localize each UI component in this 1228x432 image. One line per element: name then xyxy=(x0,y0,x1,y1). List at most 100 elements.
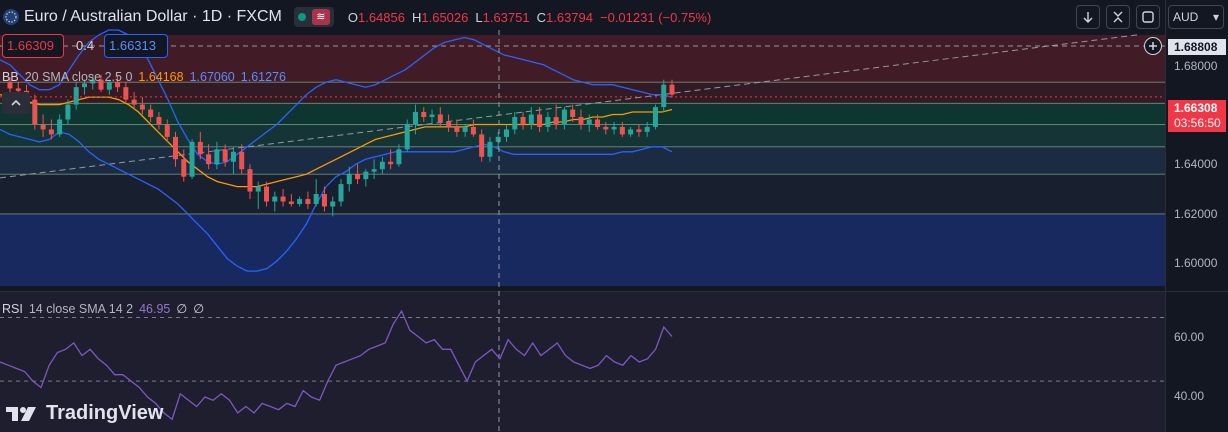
candle-bullish xyxy=(363,171,369,180)
candle-bearish xyxy=(131,99,137,105)
candle-bullish xyxy=(644,126,650,132)
candle-bullish xyxy=(330,201,336,207)
candle-bearish xyxy=(197,141,203,155)
candle-bearish xyxy=(115,82,121,88)
candle-bearish xyxy=(619,126,625,135)
candle-bearish xyxy=(15,88,21,91)
candle-bullish xyxy=(545,117,551,127)
candle-bullish xyxy=(412,112,418,125)
bb-basis-value: 1.64168 xyxy=(138,70,184,84)
ohlc-open: O1.64856 xyxy=(347,9,405,25)
candle-bearish xyxy=(98,79,104,90)
bb-lower-band xyxy=(0,128,673,272)
candle-bullish xyxy=(561,109,567,125)
candle-bearish xyxy=(181,159,187,177)
buy-button[interactable]: 1.66313 xyxy=(104,34,168,58)
candle-bullish xyxy=(487,141,493,157)
candle-bearish xyxy=(280,196,286,202)
spread-value: 0.4 xyxy=(76,38,95,53)
candle-bullish xyxy=(214,149,220,165)
collapse-button[interactable] xyxy=(1106,5,1130,29)
bb-legend[interactable]: BB 20 SMA close 2.5 0 1.64168 1.67060 1.… xyxy=(2,70,286,84)
candle-bearish xyxy=(421,112,427,117)
candle-bearish xyxy=(454,126,460,132)
symbol-title[interactable]: Euro / Australian Dollar · 1D · FXCM xyxy=(24,8,282,25)
market-badge: ≋ xyxy=(311,9,330,25)
price-tick: 1.60000 xyxy=(1174,256,1218,270)
plus-icon xyxy=(1149,42,1157,50)
rsi-tick: 40.00 xyxy=(1174,389,1205,403)
sell-button[interactable]: 1.66309 xyxy=(2,34,64,58)
candle-bearish xyxy=(388,161,394,165)
candle-bullish xyxy=(379,161,385,170)
candle-bearish xyxy=(355,174,361,180)
price-zone xyxy=(0,213,1165,287)
chevron-up-icon xyxy=(11,99,21,106)
rsi-extra-1: ∅ xyxy=(176,302,188,316)
price-zone xyxy=(0,103,1165,125)
candle-bullish xyxy=(338,184,344,202)
candle-bullish xyxy=(462,126,468,132)
bb-params: 20 SMA close 2.5 0 xyxy=(24,70,133,84)
candle-bearish xyxy=(206,154,212,165)
candle-bullish xyxy=(255,186,261,192)
candle-bearish xyxy=(636,129,642,132)
candle-bearish xyxy=(479,134,485,157)
candle-bearish xyxy=(222,149,228,162)
candle-bullish xyxy=(371,169,377,172)
candle-bearish xyxy=(553,117,559,125)
bb-basis-line xyxy=(0,93,673,188)
rsi-name: RSI xyxy=(2,301,23,316)
candle-bearish xyxy=(164,124,170,137)
scroll-down-button[interactable] xyxy=(1076,5,1100,29)
candle-bullish xyxy=(504,129,509,137)
rsi-line xyxy=(0,309,673,421)
candle-bearish xyxy=(48,129,54,135)
candle-bullish xyxy=(346,174,352,185)
chart-header: Euro / Australian Dollar · 1D · FXCM ≋ O… xyxy=(0,4,711,30)
rsi-pane xyxy=(0,292,1165,432)
candle-bearish xyxy=(148,109,154,117)
candle-bearish xyxy=(520,117,526,125)
ohlc-change: −0.01231 (−0.75%) xyxy=(600,9,712,25)
last-price-label: 1.66308 03:56:50 xyxy=(1168,100,1226,132)
candle-bullish xyxy=(528,114,534,125)
last-price-value: 1.66308 xyxy=(1174,101,1218,115)
candle-bullish xyxy=(429,114,435,117)
candle-bullish xyxy=(313,194,319,204)
candle-bearish xyxy=(603,126,609,130)
candle-bullish xyxy=(495,136,501,142)
collapse-icon xyxy=(1113,11,1123,23)
candle-bullish xyxy=(106,82,112,90)
symbol-flag-icon xyxy=(3,9,19,25)
bb-upper-value: 1.67060 xyxy=(189,70,235,84)
market-open-dot xyxy=(297,13,306,21)
ohlc-readout: O1.64856 H1.65026 L1.63751 C1.63794 −0.0… xyxy=(348,10,711,25)
candle-bearish xyxy=(139,104,145,110)
currency-label: AUD xyxy=(1173,10,1199,24)
candle-bearish xyxy=(595,119,601,127)
candle-bearish xyxy=(537,114,543,127)
price-tick: 1.64000 xyxy=(1174,157,1218,171)
candle-bearish xyxy=(247,169,253,192)
tradingview-logo: TradingView xyxy=(6,402,163,425)
fullscreen-button[interactable] xyxy=(1136,5,1160,29)
market-status[interactable]: ≋ xyxy=(293,7,334,27)
candle-bullish xyxy=(652,107,658,127)
rsi-legend[interactable]: RSI 14 close SMA 14 2 46.95 ∅ ∅ xyxy=(2,301,204,317)
candle-bullish xyxy=(512,117,518,130)
candle-bullish xyxy=(611,126,617,130)
price-tick: 1.68000 xyxy=(1174,59,1218,73)
price-zone xyxy=(0,34,1165,83)
candle-bearish xyxy=(305,199,311,204)
currency-select[interactable]: AUD ▾ xyxy=(1168,5,1224,29)
crosshair-price-label: 1.68808 xyxy=(1168,39,1226,55)
candle-bullish xyxy=(65,104,71,120)
tradingview-logo-icon xyxy=(6,406,36,421)
legend-collapse-button[interactable] xyxy=(2,92,30,114)
candle-bullish xyxy=(189,141,195,177)
candle-bullish xyxy=(230,151,236,162)
bb-upper-band xyxy=(0,29,673,165)
add-alert-button[interactable] xyxy=(1144,37,1162,55)
